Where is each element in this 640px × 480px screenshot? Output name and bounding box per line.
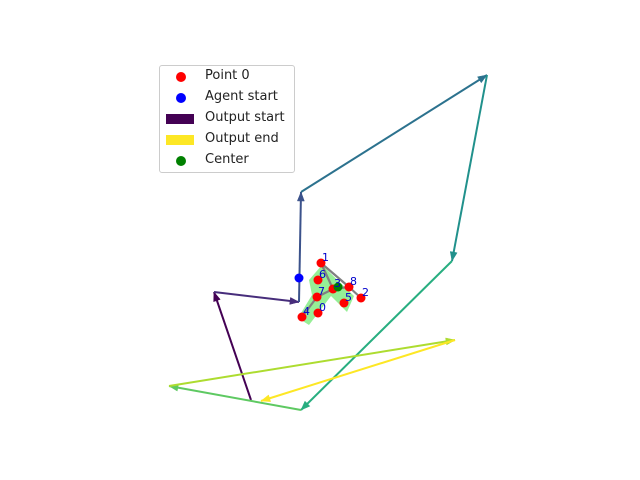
arrowhead-icon [260, 394, 271, 402]
data-point [312, 292, 322, 302]
shape-layer [298, 265, 354, 325]
arrowhead-icon [289, 297, 300, 305]
point-label: 7 [318, 285, 325, 298]
point-label: 5 [345, 291, 352, 304]
path-segment [213, 291, 300, 303]
path-segment [168, 385, 302, 411]
arrowhead-icon [300, 400, 311, 411]
path-segment [300, 74, 488, 193]
legend-label: Agent start [205, 89, 278, 104]
legend-patch-icon [166, 114, 194, 124]
path-segment [260, 339, 456, 402]
arrowhead-icon [477, 74, 488, 84]
data-point [356, 293, 366, 303]
legend-label: Center [205, 152, 249, 167]
path-segment [298, 191, 302, 303]
path-layer [168, 74, 488, 411]
legend-entry: Output start [160, 109, 296, 129]
legend-entry: Center [160, 151, 296, 171]
point-label: 3 [334, 277, 341, 290]
legend-dot-icon [176, 156, 186, 166]
shape-region [298, 265, 354, 325]
legend: Point 0 Agent start Output start Output … [159, 65, 295, 173]
legend-patch-icon [166, 135, 194, 145]
arrowhead-icon [213, 291, 221, 303]
agent-start-point [294, 273, 304, 283]
point-layer [294, 258, 366, 322]
shape-edge [320, 262, 350, 288]
legend-label: Output end [205, 131, 279, 146]
arrowhead-icon [296, 191, 305, 202]
center-point [333, 282, 343, 292]
path-segment [451, 74, 488, 262]
path-segment [300, 260, 453, 411]
legend-entry: Output end [160, 130, 296, 150]
shape-edge [320, 262, 334, 290]
legend-label: Output start [205, 110, 285, 125]
data-point [313, 308, 323, 318]
data-point [344, 282, 354, 292]
data-point [313, 275, 323, 285]
point-label: 4 [303, 305, 310, 318]
arrowhead-icon [449, 251, 458, 262]
legend-entry: Agent start [160, 88, 296, 108]
path-segment [213, 291, 252, 401]
data-point [339, 298, 349, 308]
path-segment [168, 339, 456, 387]
point-label: 0 [319, 301, 326, 314]
point-label: 8 [350, 275, 357, 288]
point-label: 6 [319, 268, 326, 281]
point-label: 1 [322, 251, 329, 264]
data-point [297, 312, 307, 322]
legend-dot-icon [176, 72, 186, 82]
label-layer: 0 1 2 3 4 5 6 7 8 [303, 251, 369, 318]
legend-entry: Point 0 [160, 67, 296, 87]
data-point [316, 258, 326, 268]
point-label: 2 [362, 286, 369, 299]
legend-label: Point 0 [205, 68, 250, 83]
legend-dot-icon [176, 93, 186, 103]
